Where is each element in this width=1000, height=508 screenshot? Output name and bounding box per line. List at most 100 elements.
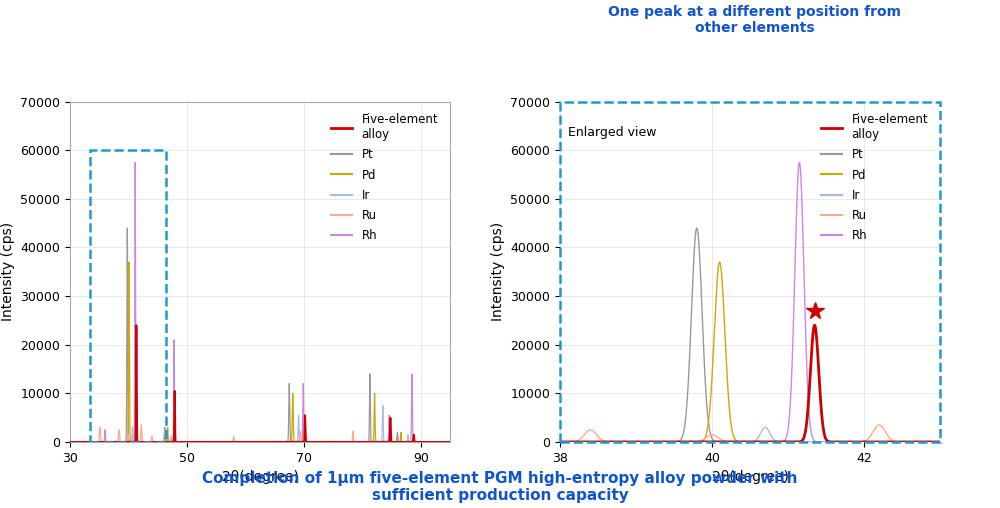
Ru [573, 437, 585, 443]
Five-element
alloy [554, 439, 566, 445]
Text: Enlarged view: Enlarged view [568, 126, 656, 139]
Five-element
alloy [307, 439, 319, 445]
Rh [439, 439, 451, 445]
Pd [714, 259, 726, 265]
Y-axis label: Intensity (cps): Intensity (cps) [1, 222, 15, 322]
Five-element
alloy [809, 322, 821, 328]
Ir [795, 439, 807, 445]
X-axis label: 2θ(degree): 2θ(degree) [712, 470, 788, 484]
Line: Ir: Ir [560, 427, 940, 442]
Rh [129, 160, 141, 166]
Ir [444, 439, 456, 445]
Ir [235, 439, 247, 445]
Y-axis label: Intensity (cps): Intensity (cps) [491, 222, 505, 322]
Legend: Five-element
alloy, Pt, Pd, Ir, Ru, Rh: Five-element alloy, Pt, Pd, Ir, Ru, Rh [815, 108, 934, 248]
Ru [307, 439, 319, 445]
Rh [235, 439, 247, 445]
Ru [135, 422, 147, 428]
Pt [121, 225, 133, 231]
Five-element
alloy [64, 439, 76, 445]
Five-element
alloy [443, 439, 455, 445]
Pd [307, 439, 319, 445]
Pd [692, 439, 704, 445]
Ir [573, 439, 585, 445]
Ru [405, 439, 417, 445]
Ir [856, 439, 868, 445]
Five-element
alloy [405, 439, 417, 445]
Pd [394, 437, 406, 443]
Ir [934, 439, 946, 445]
Pt [443, 439, 455, 445]
Pt [439, 439, 451, 445]
Pt [394, 439, 406, 445]
Rh [573, 439, 585, 445]
Pd [856, 439, 868, 445]
Line: Five-element
alloy: Five-element alloy [70, 325, 450, 442]
Five-element
alloy [130, 322, 142, 328]
Pd [919, 439, 931, 445]
Pd [443, 439, 455, 445]
Ru [795, 439, 807, 445]
Pt [554, 439, 566, 445]
Five-element
alloy [779, 439, 791, 445]
Ir [439, 439, 451, 445]
Ir [64, 439, 76, 445]
Pt [235, 439, 247, 445]
Rh [607, 439, 619, 445]
Ru [554, 439, 566, 445]
Rh [554, 439, 566, 445]
Ru [64, 439, 76, 445]
Pd [573, 439, 585, 445]
Five-element
alloy [795, 438, 807, 444]
Ru [836, 439, 848, 445]
Ru [873, 422, 885, 428]
Ir [692, 439, 704, 445]
Five-element
alloy [934, 439, 946, 445]
Pt [795, 439, 807, 445]
Rh [443, 439, 455, 445]
Ir [394, 439, 406, 445]
Pt [692, 228, 704, 234]
Ir [377, 402, 389, 408]
X-axis label: 2θ(degree): 2θ(degree) [222, 470, 298, 484]
Five-element
alloy [836, 439, 848, 445]
Rh [444, 439, 456, 445]
Ir [836, 439, 848, 445]
Rh [394, 439, 406, 445]
Rh [692, 439, 704, 445]
Pt [307, 439, 319, 445]
Rh [779, 437, 791, 443]
Rh [793, 160, 805, 166]
Rh [836, 439, 848, 445]
Ru [439, 439, 451, 445]
Ru [443, 439, 455, 445]
Rh [856, 439, 868, 445]
Pt [856, 439, 868, 445]
Five-element
alloy [692, 439, 704, 445]
Ir [759, 424, 771, 430]
Legend: Five-element
alloy, Pt, Pd, Ir, Ru, Rh: Five-element alloy, Pt, Pd, Ir, Ru, Rh [325, 108, 444, 248]
Pd [836, 439, 848, 445]
Line: Pt: Pt [70, 228, 450, 442]
Line: Ru: Ru [560, 425, 940, 442]
Pd [123, 259, 135, 265]
Ru [394, 439, 406, 445]
Ir [779, 439, 791, 445]
Ru [444, 439, 456, 445]
Five-element
alloy [444, 439, 456, 445]
Ru [235, 439, 247, 445]
Rh [934, 439, 946, 445]
Line: Pd: Pd [70, 262, 450, 442]
Line: Pd: Pd [560, 262, 940, 442]
Ru [789, 439, 801, 445]
Ir [554, 439, 566, 445]
Line: Pt: Pt [560, 228, 940, 442]
Ru [934, 439, 946, 445]
Bar [90, 150, 166, 442]
Pd [235, 439, 247, 445]
Ru [856, 438, 868, 444]
Pt [779, 439, 791, 445]
Line: Five-element
alloy: Five-element alloy [560, 325, 940, 442]
Pt [64, 439, 76, 445]
Pt [444, 439, 456, 445]
